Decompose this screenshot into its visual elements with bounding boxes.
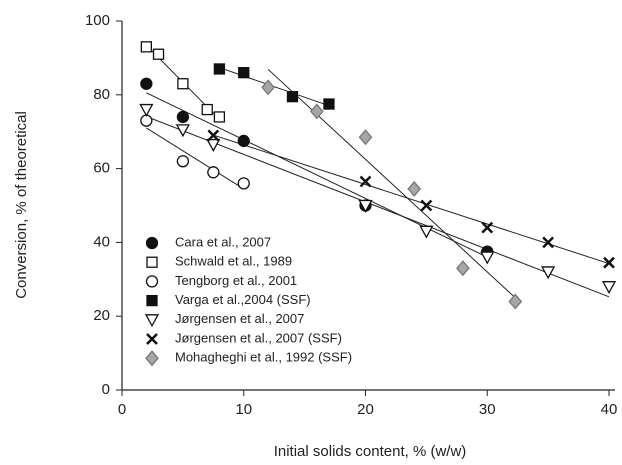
legend-marker [144, 314, 160, 328]
x-tick-label: 40 [601, 401, 618, 418]
x-tick-label: 10 [235, 401, 252, 418]
point [603, 256, 615, 269]
y-axis-label: Conversion, % of theoretical [13, 111, 30, 299]
legend-label: Jørgensen et al., 2007 [175, 311, 304, 326]
point [207, 166, 220, 179]
point [139, 103, 154, 117]
point [358, 199, 373, 213]
y-tick-label: 0 [102, 381, 110, 398]
point [238, 67, 250, 79]
x-tick-label: 30 [479, 401, 496, 418]
trend-line [146, 127, 245, 190]
point [542, 236, 555, 249]
legend-label: Schwald et al., 1989 [175, 254, 292, 269]
legend-label: Varga et al.,2004 (SSF) [175, 292, 311, 307]
trend-line [213, 134, 610, 265]
legend-label: Cara et al., 2007 [175, 234, 271, 249]
y-tick-label: 80 [93, 86, 110, 103]
trend-line [267, 68, 516, 299]
point [508, 293, 523, 310]
point [213, 111, 226, 123]
trend-line [146, 116, 610, 298]
x-tick-label: 20 [357, 401, 374, 418]
point [456, 260, 470, 277]
point [237, 134, 250, 148]
point [140, 77, 153, 90]
point [359, 175, 372, 188]
point [323, 98, 335, 110]
point [419, 225, 434, 239]
point [201, 103, 213, 116]
point [140, 41, 153, 53]
legend-marker [145, 350, 159, 367]
point [152, 48, 165, 60]
point [407, 180, 422, 197]
legend-marker [145, 275, 159, 288]
point [176, 110, 190, 124]
x-axis-label: Initial solids content, % (w/w) [274, 443, 467, 460]
point [213, 63, 226, 75]
y-tick-label: 20 [93, 307, 110, 324]
point [481, 221, 494, 234]
point [420, 199, 433, 212]
point [601, 281, 617, 295]
point [286, 90, 299, 103]
legend-label: Mohagheghi et al., 1992 (SSF) [175, 350, 352, 365]
point [480, 251, 495, 265]
legend-marker [146, 294, 158, 307]
point [176, 155, 190, 168]
legend-marker [146, 333, 158, 345]
legend-label: Tengborg et al., 2001 [175, 273, 297, 288]
point [206, 138, 221, 152]
point [207, 129, 220, 142]
x-tick-label: 0 [118, 401, 126, 418]
point [261, 79, 275, 96]
point [358, 129, 373, 146]
y-tick-label: 100 [85, 12, 110, 29]
legend-label: Jørgensen et al., 2007 (SSF) [175, 330, 342, 345]
y-tick-label: 60 [93, 160, 110, 177]
legend-marker [146, 256, 158, 268]
point [309, 103, 324, 120]
point [541, 266, 556, 280]
point [177, 78, 189, 90]
legend-marker [145, 236, 159, 250]
y-tick-label: 40 [93, 233, 110, 250]
point [237, 177, 250, 190]
point [175, 124, 190, 138]
